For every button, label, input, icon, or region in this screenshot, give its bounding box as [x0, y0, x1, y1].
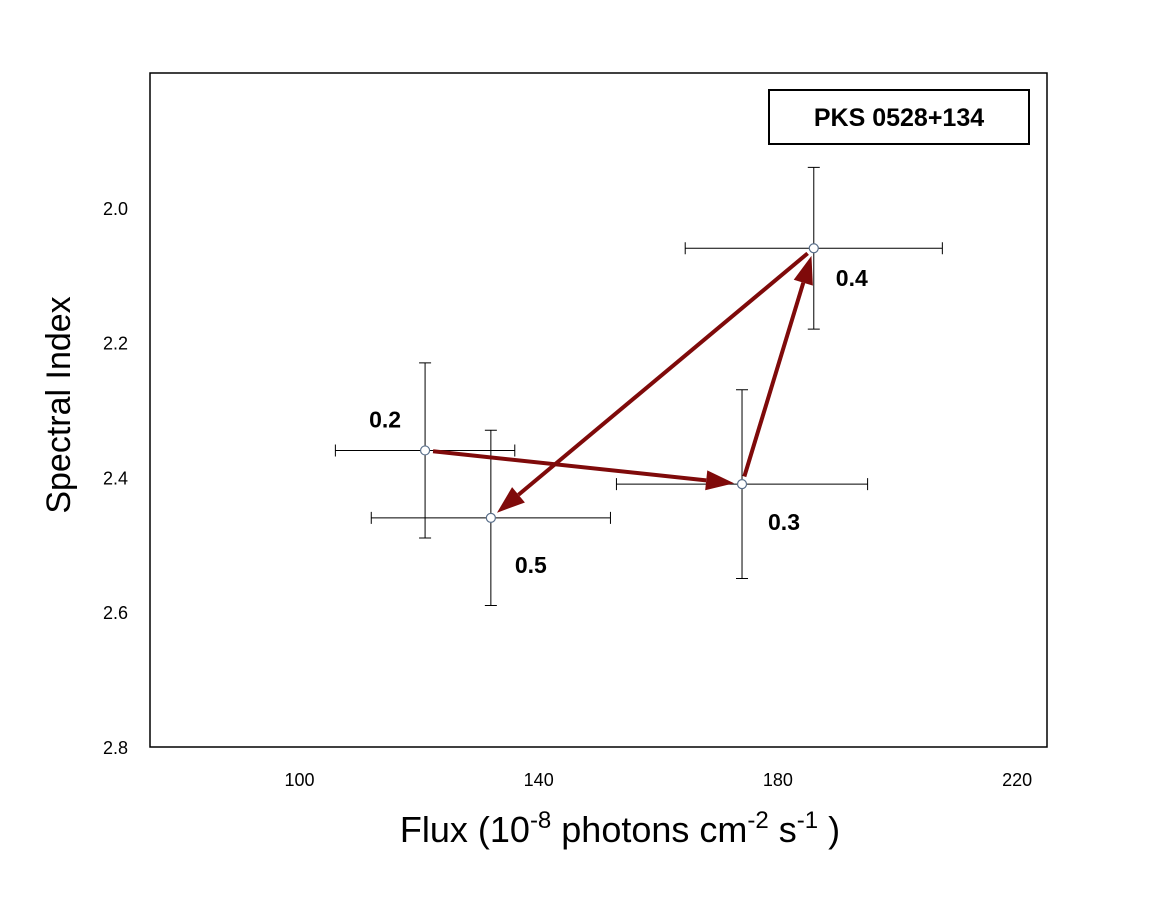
x-axis-label-part: s: [769, 809, 797, 850]
x-axis-label-sup: -8: [530, 807, 551, 834]
trend-arrow-head: [497, 487, 525, 513]
x-tick-label: 100: [284, 770, 314, 790]
y-tick-label: 2.4: [103, 468, 128, 488]
y-tick-label: 2.2: [103, 334, 128, 354]
x-tick-label: 180: [763, 770, 793, 790]
x-axis-label-part: Flux (10: [400, 809, 530, 850]
trend-arrow: [742, 282, 806, 478]
plot-frame: [149, 72, 1048, 748]
point-label: 0.3: [768, 509, 800, 535]
y-tick-label: 2.0: [103, 199, 128, 219]
point-label: 0.2: [369, 406, 401, 432]
legend-box: [768, 89, 1030, 145]
trend-arrow: [517, 251, 809, 497]
point-label: 0.4: [836, 265, 868, 291]
x-tick-label: 140: [524, 770, 554, 790]
x-tick-label: 220: [1002, 770, 1032, 790]
trend-arrow-head: [793, 255, 813, 286]
x-axis-label-sup: -1: [797, 807, 818, 834]
data-point: [485, 512, 496, 523]
point-label: 0.5: [515, 552, 547, 578]
trend-arrow-head: [705, 470, 735, 491]
data-point: [736, 479, 748, 490]
x-axis-label-part: ): [818, 809, 840, 850]
legend-label: PKS 0528+134: [814, 104, 984, 132]
data-point: [808, 243, 819, 254]
y-tick-label: 2.6: [103, 603, 128, 623]
y-tick-label: 2.8: [103, 738, 128, 758]
legend: PKS 0528+134: [768, 89, 1030, 145]
trend-arrow: [432, 449, 707, 483]
x-axis-label-sup: -2: [747, 807, 768, 834]
x-axis-label: Flux (10-8 photons cm-2 s-1 ): [400, 807, 840, 850]
error-bars: [334, 362, 516, 539]
data-point: [419, 445, 431, 456]
x-axis-label-part: photons cm: [551, 809, 747, 850]
y-axis-label: Spectral Index: [40, 296, 78, 513]
